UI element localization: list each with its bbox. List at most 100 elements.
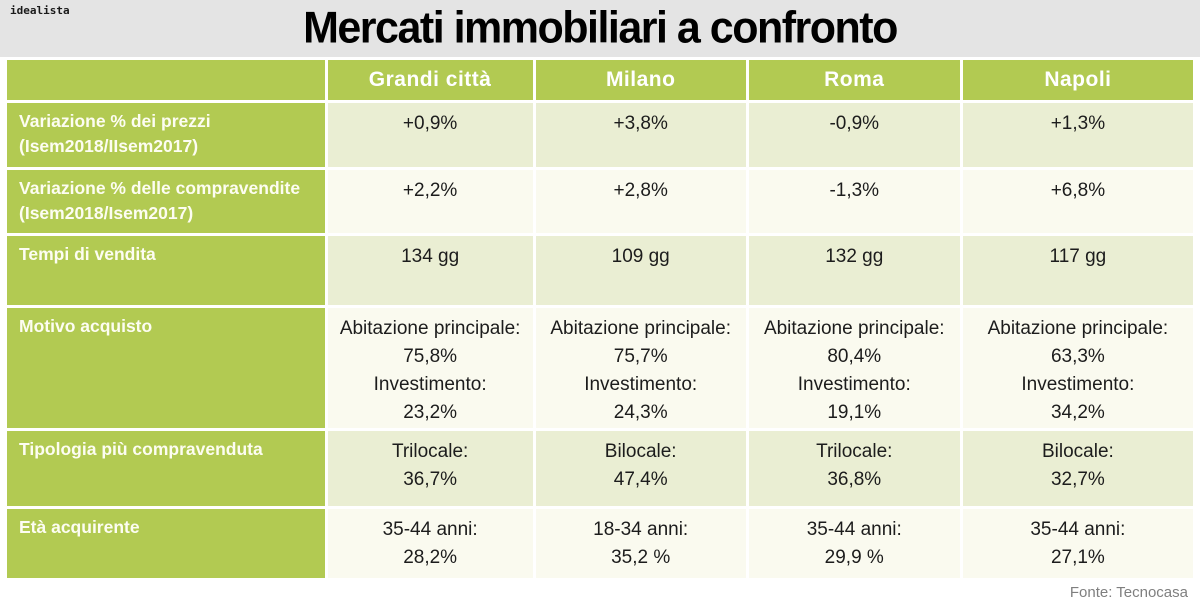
table-row: Motivo acquisto Abitazione principale: 7… (7, 308, 1193, 428)
column-header-grandi-citta: Grandi città (327, 60, 533, 100)
cell-line: 32,7% (1050, 469, 1105, 490)
cell-line: Investimento: (584, 374, 698, 395)
cell-line: 47,4% (613, 469, 668, 490)
cell-line: +2,2% (402, 180, 458, 201)
table-cell: Abitazione principale: 63,3% Investiment… (962, 308, 1193, 428)
table-cell: -1,3% (748, 170, 960, 233)
cell-line: 27,1% (1050, 547, 1105, 568)
cell-line: Bilocale: (604, 441, 677, 462)
cell-line: 35,2 % (611, 547, 671, 568)
table-cell: 117 gg (962, 236, 1193, 305)
cell-line: 35-44 anni: (806, 519, 902, 540)
row-label-line: Tipologia più compravenduta (19, 439, 263, 459)
comparison-table: Grandi città Milano Roma Napoli Variazio… (4, 57, 1196, 581)
page-title: Mercati immobiliari a confronto (303, 3, 898, 53)
table-cell: 134 gg (327, 236, 533, 305)
cell-line: 80,4% (827, 346, 882, 367)
cell-line: -1,3% (829, 180, 880, 201)
table-cell: 132 gg (748, 236, 960, 305)
cell-line: +3,8% (613, 113, 668, 134)
cell-line: Abitazione principale: (550, 318, 731, 339)
cell-line: 134 gg (401, 246, 460, 267)
corner-cell (7, 60, 325, 100)
row-label-tipologia: Tipologia più compravenduta (7, 431, 325, 506)
table-cell: 35-44 anni: 27,1% (962, 509, 1193, 578)
table-row: Tempi di vendita 134 gg 109 gg 132 gg 11… (7, 236, 1193, 305)
table-cell: +1,3% (962, 103, 1193, 167)
table-cell: +2,8% (535, 170, 746, 233)
row-label-line: Motivo acquisto (19, 316, 153, 336)
cell-line: 34,2% (1050, 402, 1105, 423)
row-label-line: Tempi di vendita (19, 244, 156, 264)
row-label-line: Variazione % dei prezzi (19, 111, 211, 131)
cell-line: +0,9% (402, 113, 458, 134)
table-cell: Bilocale: 47,4% (535, 431, 746, 506)
cell-line: 75,7% (613, 346, 668, 367)
cell-line: 19,1% (827, 402, 882, 423)
table-cell: Abitazione principale: 80,4% Investiment… (748, 308, 960, 428)
cell-line: Abitazione principale: (763, 318, 945, 339)
row-label-tempi-vendita: Tempi di vendita (7, 236, 325, 305)
cell-line: 117 gg (1049, 246, 1107, 267)
cell-line: Investimento: (373, 374, 487, 395)
cell-line: 18-34 anni: (593, 519, 689, 540)
table-cell: 35-44 anni: 28,2% (327, 509, 533, 578)
cell-line: 109 gg (611, 246, 670, 267)
table-cell: +3,8% (535, 103, 746, 167)
row-label-line: (Isem2018/Isem2017) (19, 203, 194, 223)
table-cell: +0,9% (327, 103, 533, 167)
table-row: Tipologia più compravenduta Trilocale: 3… (7, 431, 1193, 506)
table-cell: Trilocale: 36,7% (327, 431, 533, 506)
column-header-napoli: Napoli (962, 60, 1193, 100)
idealista-logo: idealista (10, 4, 70, 17)
table-cell: +6,8% (962, 170, 1193, 233)
cell-line: 63,3% (1050, 346, 1105, 367)
row-label-motivo-acquisto: Motivo acquisto (7, 308, 325, 428)
row-label-variazione-compravendite: Variazione % delle compravendite (Isem20… (7, 170, 325, 233)
cell-line: 35-44 anni: (1030, 519, 1126, 540)
cell-line: 28,2% (403, 547, 458, 568)
cell-line: Trilocale: (816, 441, 893, 462)
table-cell: -0,9% (748, 103, 960, 167)
table-row: Variazione % dei prezzi (Isem2018/IIsem2… (7, 103, 1193, 167)
cell-line: +1,3% (1050, 113, 1106, 134)
source-note: Fonte: Tecnocasa (1069, 584, 1188, 601)
row-label-line: Età acquirente (19, 517, 140, 537)
cell-line: 23,2% (403, 402, 458, 423)
cell-line: 75,8% (403, 346, 458, 367)
cell-line: Abitazione principale: (987, 318, 1169, 339)
cell-line: -0,9% (829, 113, 880, 134)
table-cell: 18-34 anni: 35,2 % (535, 509, 746, 578)
cell-line: 36,7% (403, 469, 458, 490)
table-header-row: Grandi città Milano Roma Napoli (7, 60, 1193, 100)
table-row: Età acquirente 35-44 anni: 28,2% 18-34 a… (7, 509, 1193, 578)
table-cell: Abitazione principale: 75,8% Investiment… (327, 308, 533, 428)
cell-line: 29,9 % (824, 547, 884, 568)
cell-line: +2,8% (613, 180, 668, 201)
table-cell: +2,2% (327, 170, 533, 233)
cell-line: 24,3% (613, 402, 668, 423)
table-row: Variazione % delle compravendite (Isem20… (7, 170, 1193, 233)
table-cell: 109 gg (535, 236, 746, 305)
cell-line: Investimento: (1021, 374, 1135, 395)
row-label-variazione-prezzi: Variazione % dei prezzi (Isem2018/IIsem2… (7, 103, 325, 167)
column-header-milano: Milano (535, 60, 746, 100)
table-cell: Bilocale: 32,7% (962, 431, 1193, 506)
cell-line: 36,8% (827, 469, 882, 490)
cell-line: +6,8% (1050, 180, 1106, 201)
table-cell: 35-44 anni: 29,9 % (748, 509, 960, 578)
cell-line: 132 gg (825, 246, 884, 267)
cell-line: Trilocale: (391, 441, 469, 462)
row-label-line: Variazione % delle compravendite (19, 178, 301, 198)
column-header-roma: Roma (748, 60, 960, 100)
row-label-line: (Isem2018/IIsem2017) (19, 136, 199, 156)
table-cell: Trilocale: 36,8% (748, 431, 960, 506)
cell-line: Abitazione principale: (339, 318, 521, 339)
cell-line: Bilocale: (1041, 441, 1114, 462)
header-band: idealista Mercati immobiliari a confront… (0, 0, 1200, 57)
cell-line: 35-44 anni: (382, 519, 478, 540)
table-cell: Abitazione principale: 75,7% Investiment… (535, 308, 746, 428)
cell-line: Investimento: (797, 374, 911, 395)
row-label-eta-acquirente: Età acquirente (7, 509, 325, 578)
